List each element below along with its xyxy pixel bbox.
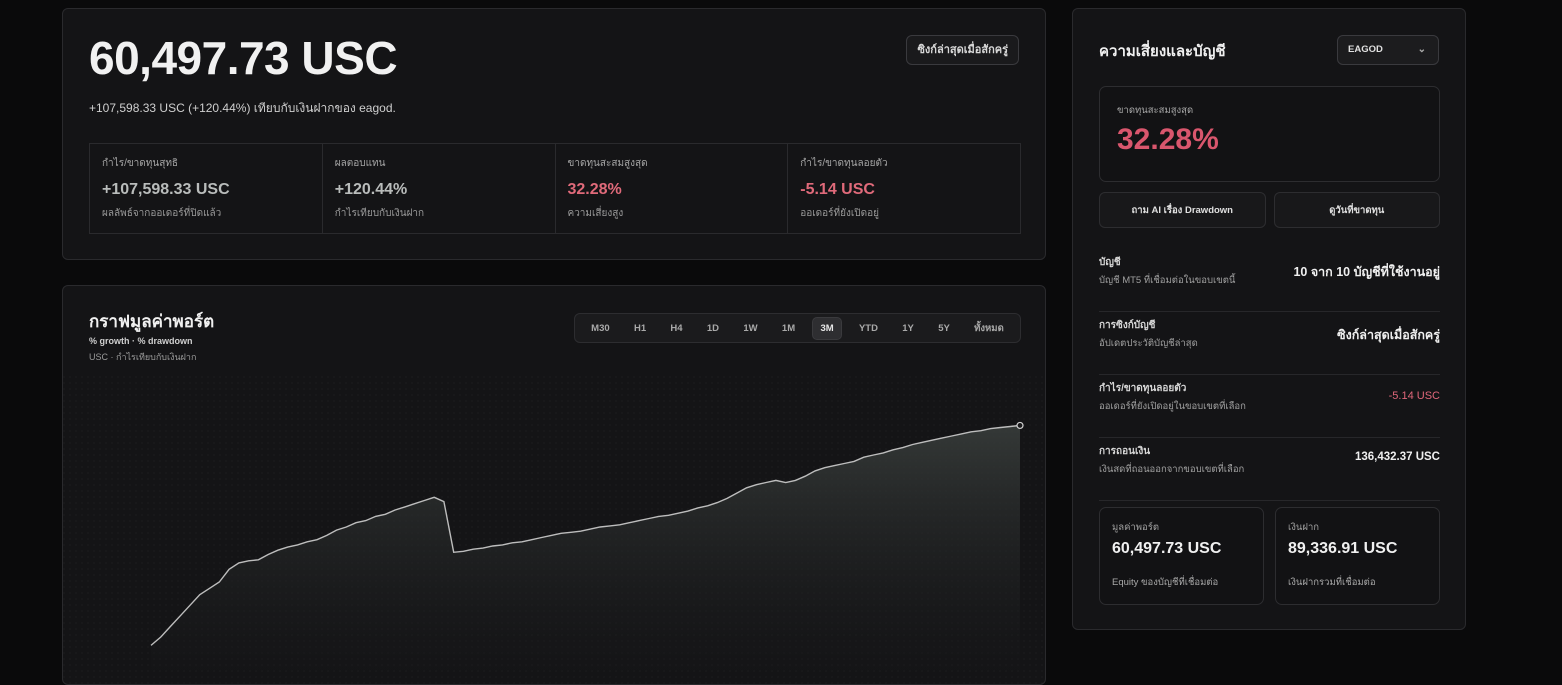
info-desc: บัญชี MT5 ที่เชื่อมต่อในขอบเขตนี้ [1099, 275, 1236, 286]
last-point-marker[interactable] [1016, 421, 1024, 430]
risk-account-card: ความเสี่ยงและบัญชี EAGOD ⌄ ขาดทุนสะสมสูง… [1072, 8, 1466, 630]
view-loss-days-button[interactable]: ดูวันที่ขาดทุน [1273, 192, 1440, 228]
stat-note: ผลลัพธ์จากออเดอร์ที่ปิดแล้ว [102, 208, 222, 219]
max-drawdown-box: ขาดทุนสะสมสูงสุด 32.28% [1099, 86, 1440, 182]
stat-label: ผลตอบแทน [334, 158, 386, 169]
stat-value: 32.28% [567, 181, 622, 198]
equity-value: 60,497.73 USC [89, 32, 398, 84]
timeframe-all[interactable]: ทั้งหมด [974, 322, 1004, 334]
stat-note: กำไรเทียบกับเงินฝาก [334, 208, 425, 219]
stat-value: +120.44% [334, 181, 408, 198]
chevron-down-icon: ⌄ [1417, 44, 1426, 55]
timeframe-h4[interactable]: H4 [670, 322, 683, 334]
stat-label: กำไร/ขาดทุนลอยตัว [800, 158, 888, 169]
stat-net-pnl: กำไร/ขาดทุนสุทธิ +107,598.33 USC ผลลัพธ์… [90, 144, 323, 233]
info-value: 136,432.37 USC [1354, 451, 1440, 463]
timeframe-h1[interactable]: H1 [633, 322, 647, 334]
mini-card-deposit: เงินฝาก 89,336.91 USC เงินฝากรวมที่เชื่อ… [1275, 507, 1440, 605]
info-label: กำไร/ขาดทุนลอยตัว [1099, 383, 1187, 394]
info-label: บัญชี [1099, 257, 1121, 268]
portfolio-summary-card: 60,497.73 USC ซิงก์ล่าสุดเมื่อสักครู่ +1… [62, 8, 1046, 260]
info-value: -5.14 USC [1388, 390, 1440, 402]
stat-label: ขาดทุนสะสมสูงสุด [567, 158, 648, 169]
info-label: การถอนเงิน [1099, 446, 1151, 457]
stat-max-drawdown: ขาดทุนสะสมสูงสุด 32.28% ความเสี่ยงสูง [556, 144, 789, 233]
timeframe-1w[interactable]: 1W [743, 322, 758, 334]
equity-chart [63, 376, 1045, 684]
ask-ai-drawdown-button[interactable]: ถาม AI เรื่อง Drawdown [1099, 192, 1266, 228]
account-select[interactable]: EAGOD ⌄ [1337, 35, 1439, 65]
mini-label: เงินฝาก [1288, 522, 1320, 533]
info-desc: เงินสดที่ถอนออกจากขอบเขตที่เลือก [1099, 464, 1245, 475]
equity-line [150, 424, 1021, 646]
timeframe-ytd[interactable]: YTD [858, 322, 878, 334]
chart-unit: USC · กำไรเทียบกับเงินฝาก [89, 352, 197, 362]
info-desc: อัปเดตประวัติบัญชีล่าสุด [1099, 338, 1198, 349]
mini-note: Equity ของบัญชีที่เชื่อมต่อ [1112, 577, 1219, 588]
timeframe-m30[interactable]: M30 [591, 322, 610, 334]
timeframe-selector: M30 H1 H4 1D 1W 1M 3M YTD 1Y 5Y ทั้งหมด [574, 313, 1021, 343]
chart-title: กราฟมูลค่าพอร์ต [89, 312, 215, 331]
account-select-value: EAGOD [1348, 44, 1383, 55]
stat-note: ความเสี่ยงสูง [567, 208, 624, 219]
timeframe-3m[interactable]: 3M [812, 316, 842, 340]
sync-status-button[interactable]: ซิงก์ล่าสุดเมื่อสักครู่ [906, 35, 1019, 65]
info-row-floating-pnl: กำไร/ขาดทุนลอยตัว ออเดอร์ที่ยังเปิดอยู่ใ… [1099, 375, 1440, 438]
risk-title: ความเสี่ยงและบัญชี [1099, 43, 1226, 60]
info-desc: ออเดอร์ที่ยังเปิดอยู่ในขอบเขตที่เลือก [1099, 401, 1246, 412]
mini-card-equity: มูลค่าพอร์ต 60,497.73 USC Equity ของบัญช… [1099, 507, 1264, 605]
balance-cards: มูลค่าพอร์ต 60,497.73 USC Equity ของบัญช… [1099, 507, 1440, 605]
stat-value: +107,598.33 USC [102, 181, 230, 198]
timeframe-1y[interactable]: 1Y [902, 322, 914, 334]
timeframe-5y[interactable]: 5Y [938, 322, 950, 334]
mini-label: มูลค่าพอร์ต [1112, 522, 1160, 533]
stat-return: ผลตอบแทน +120.44% กำไรเทียบกับเงินฝาก [323, 144, 556, 233]
change-line: +107,598.33 USC (+120.44%) เทียบกับเงินฝ… [89, 101, 396, 115]
stat-floating-pnl: กำไร/ขาดทุนลอยตัว -5.14 USC ออเดอร์ที่ยั… [788, 144, 1020, 233]
info-value: 10 จาก 10 บัญชีที่ใช้งานอยู่ [1293, 265, 1440, 279]
stats-grid: กำไร/ขาดทุนสุทธิ +107,598.33 USC ผลลัพธ์… [89, 143, 1021, 234]
risk-actions: ถาม AI เรื่อง Drawdown ดูวันที่ขาดทุน [1099, 192, 1440, 228]
max-drawdown-value: 32.28% [1117, 123, 1219, 156]
mini-value: 89,336.91 USC [1288, 540, 1398, 557]
info-value: ซิงก์ล่าสุดเมื่อสักครู่ [1337, 328, 1440, 342]
equity-area [151, 425, 1020, 684]
stat-label: กำไร/ขาดทุนสุทธิ [102, 158, 179, 169]
chart-legend: % growth · % drawdown [89, 336, 193, 346]
info-row-withdrawals: การถอนเงิน เงินสดที่ถอนออกจากขอบเขตที่เล… [1099, 438, 1440, 501]
info-row-accounts: บัญชี บัญชี MT5 ที่เชื่อมต่อในขอบเขตนี้ … [1099, 249, 1440, 312]
mini-value: 60,497.73 USC [1112, 540, 1222, 557]
portfolio-chart-card: กราฟมูลค่าพอร์ต % growth · % drawdown US… [62, 285, 1046, 685]
info-row-sync: การซิงก์บัญชี อัปเดตประวัติบัญชีล่าสุด ซ… [1099, 312, 1440, 375]
mini-note: เงินฝากรวมที่เชื่อมต่อ [1288, 577, 1376, 588]
timeframe-1m[interactable]: 1M [781, 322, 796, 334]
stat-note: ออเดอร์ที่ยังเปิดอยู่ [800, 208, 880, 219]
info-label: การซิงก์บัญชี [1099, 320, 1156, 331]
max-drawdown-label: ขาดทุนสะสมสูงสุด [1117, 105, 1194, 116]
stat-value: -5.14 USC [800, 181, 875, 198]
timeframe-1d[interactable]: 1D [706, 322, 720, 334]
